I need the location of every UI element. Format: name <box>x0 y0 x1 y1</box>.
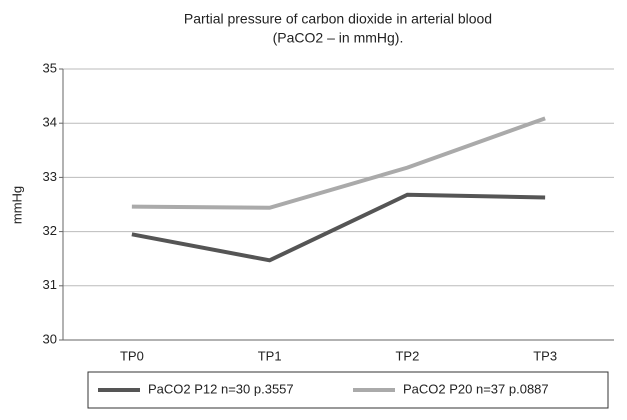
y-tick-label: 32 <box>43 223 57 238</box>
legend-box <box>87 371 609 409</box>
chart-title: Partial pressure of carbon dioxide in ar… <box>184 11 492 27</box>
chart-title: (PaCO2 – in mmHg). <box>273 30 404 46</box>
x-tick-label: TP1 <box>258 348 282 363</box>
legend-label: PaCO2 P12 n=30 p.3557 <box>148 381 294 396</box>
y-tick-label: 35 <box>43 60 57 75</box>
legend-label: PaCO2 P20 n=37 p.0887 <box>403 381 549 396</box>
y-tick-label: 30 <box>43 331 57 346</box>
y-tick-label: 33 <box>43 169 57 184</box>
y-axis-label: mmHg <box>9 186 24 224</box>
y-tick-label: 34 <box>43 115 57 130</box>
x-tick-label: TP3 <box>533 348 557 363</box>
data-line <box>131 192 546 263</box>
x-tick-label: TP2 <box>395 348 419 363</box>
y-tick-label: 31 <box>43 277 57 292</box>
data-line <box>131 116 546 210</box>
x-tick-label: TP0 <box>120 348 144 363</box>
